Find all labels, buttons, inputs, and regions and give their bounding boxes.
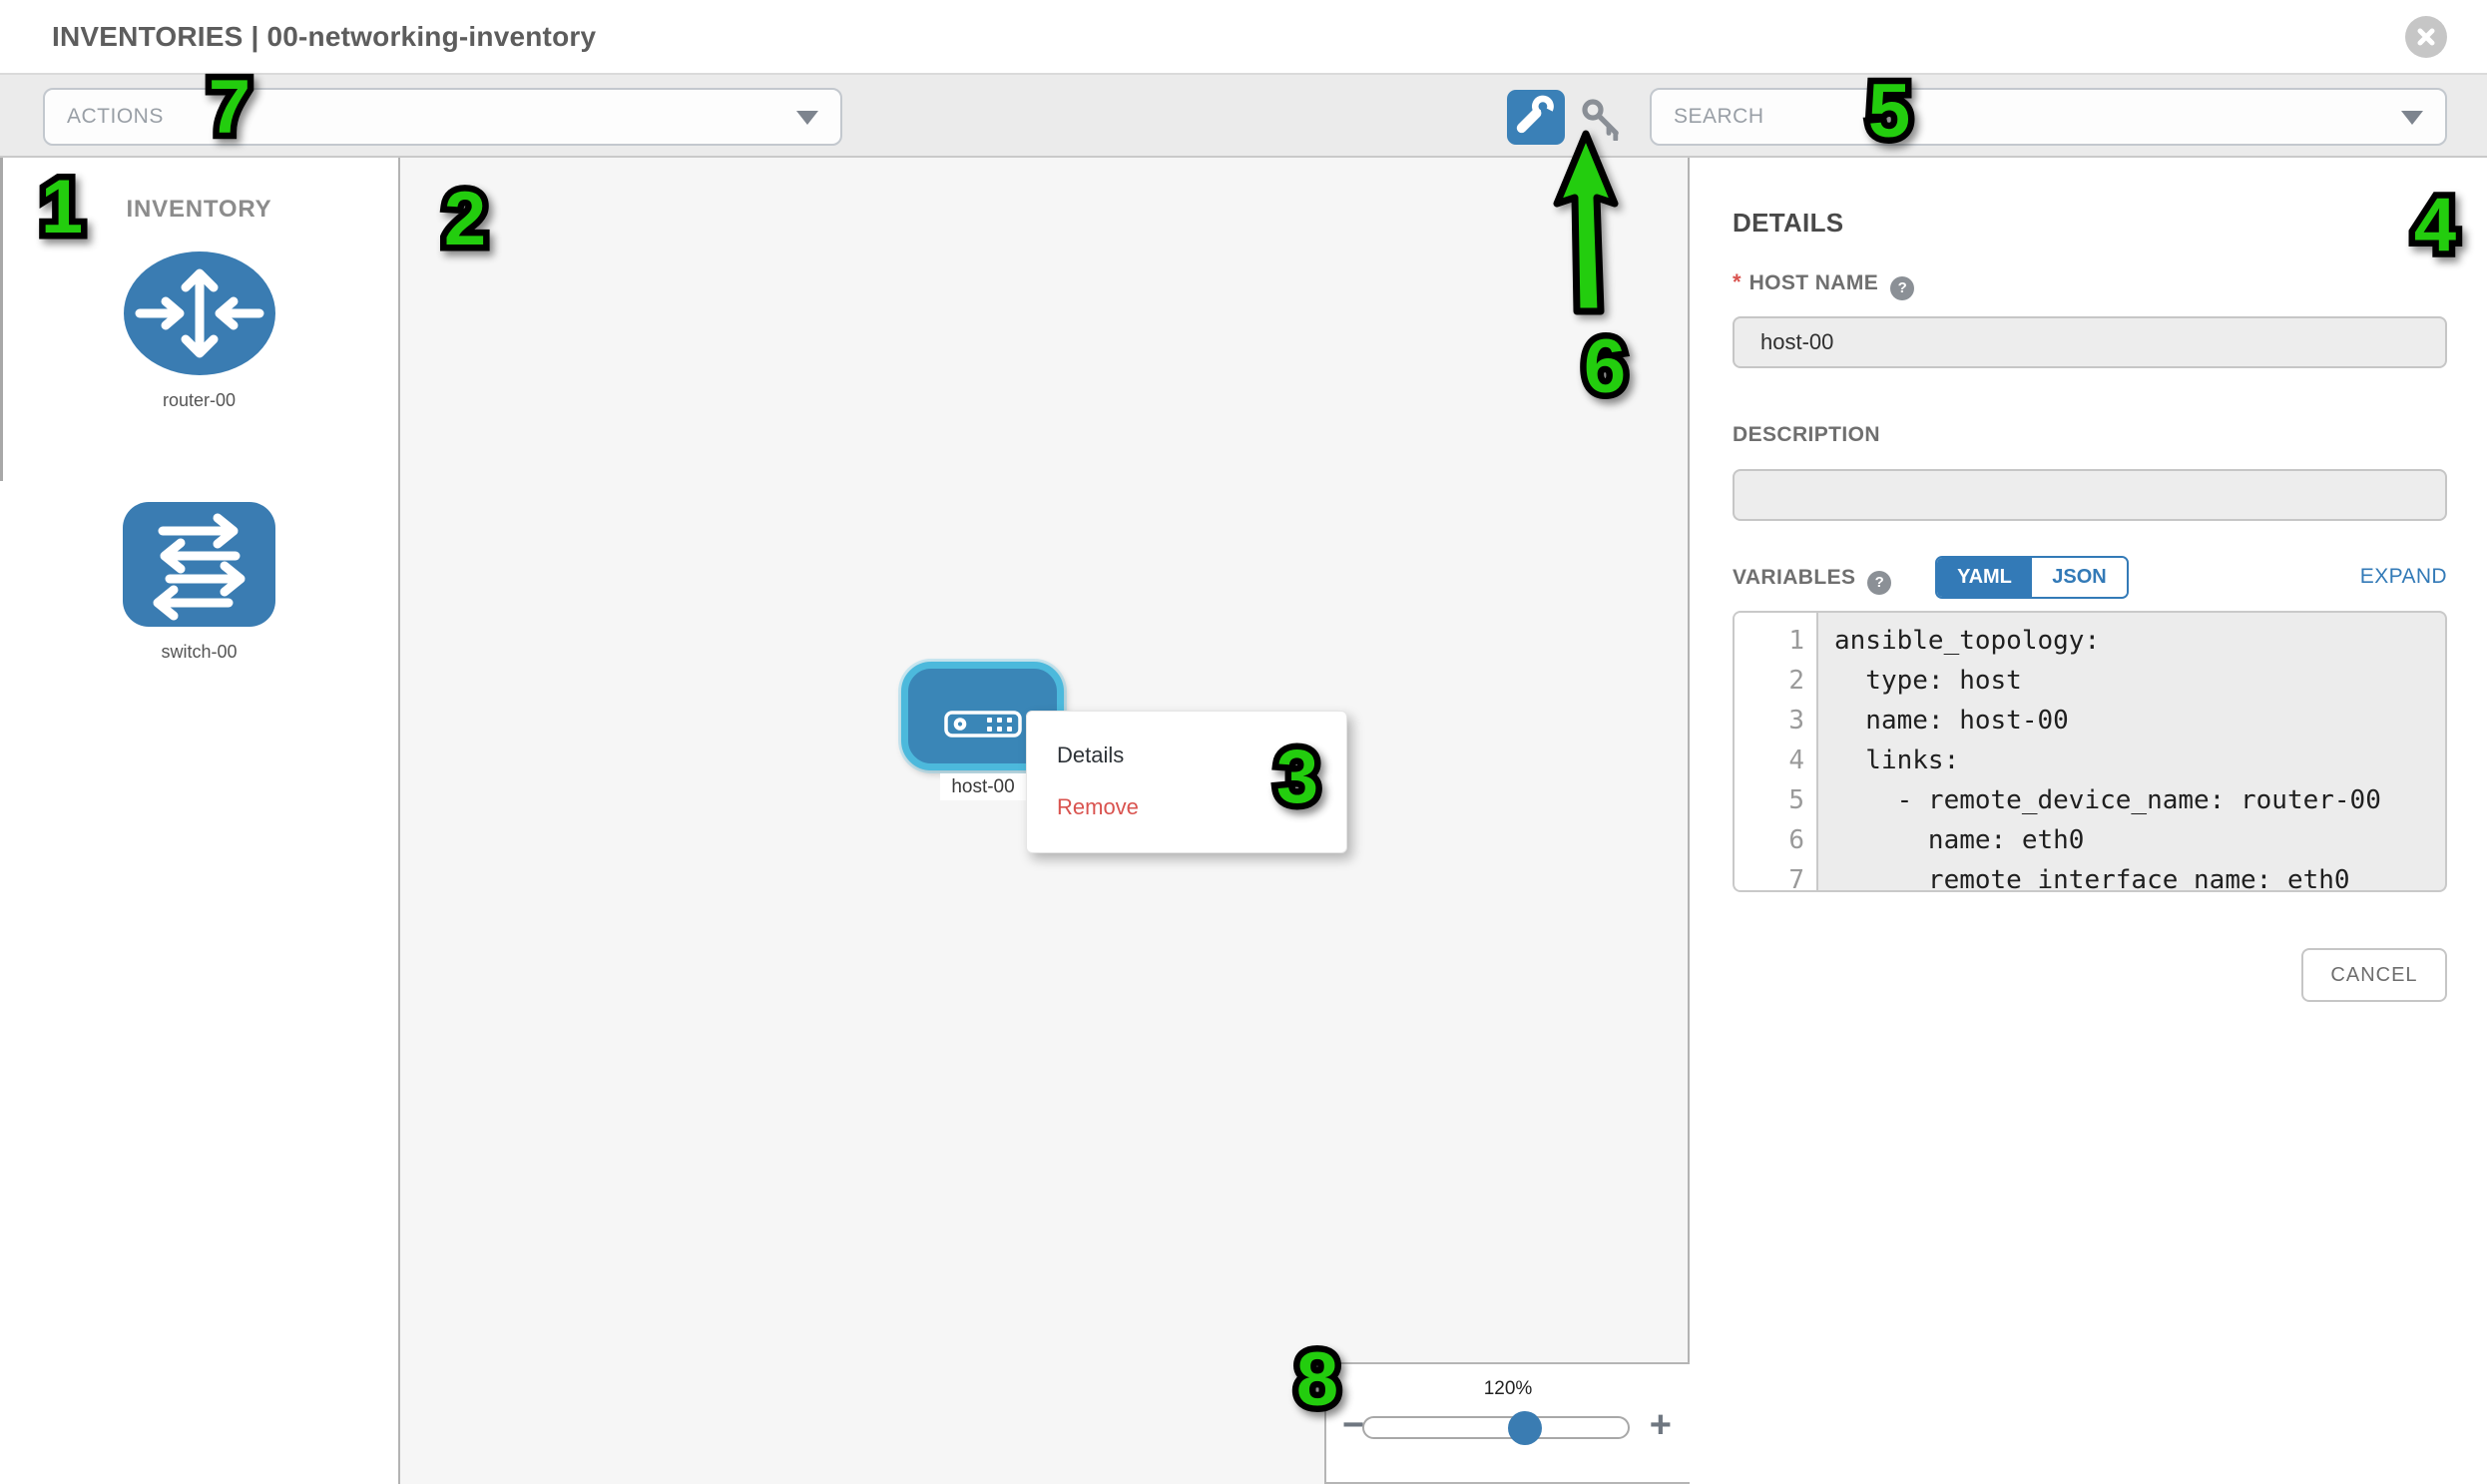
zoom-slider-handle[interactable] [1508,1411,1542,1445]
header: INVENTORIES | 00-networking-inventory [0,0,2487,73]
search-dropdown-placeholder: SEARCH [1674,105,1764,128]
key-icon [1582,99,1619,143]
page-title: INVENTORIES | 00-networking-inventory [52,20,597,52]
line-number: 4 [1788,745,1804,775]
actions-dropdown-placeholder: ACTIONS [67,105,164,128]
description-label: DESCRIPTION [1733,423,1880,446]
key-button[interactable] [1579,97,1627,143]
expand-link[interactable]: EXPAND [2359,565,2447,588]
server-icon [943,711,1022,738]
line-number: 6 [1788,825,1804,855]
variables-format-toggle: YAML JSON [1935,556,2129,599]
palette-item-label: router-00 [162,390,237,410]
line-number: 1 [1788,626,1804,656]
annotation-arrow-up [1553,130,1619,315]
chevron-down-icon [796,111,818,125]
variables-label: VARIABLES [1733,566,1856,589]
line-number: 5 [1788,785,1804,815]
palette-item-router[interactable]: router-00 [0,251,398,411]
help-icon[interactable]: ? [1890,276,1915,300]
tools-button[interactable] [1507,90,1565,145]
toolbar: ACTIONS SEARCH [0,73,2487,158]
code-line: name: eth0 [1834,825,2085,855]
code-line: - remote_device_name: router-00 [1834,785,2381,815]
details-panel: DETAILS * HOST NAME? host-00 DESCRIPTION … [1690,158,2487,1484]
code-line: remote_interface_name: eth0 [1834,865,2350,892]
host-name-field-label-row: * HOST NAME? [1733,269,1915,300]
host-name-label: HOST NAME [1748,271,1879,294]
switch-icon [123,502,275,627]
topology-canvas[interactable]: host-00 Details Remove 120% − + [400,158,1690,1484]
code-editor-gutter: 1 2 3 4 5 6 7 [1735,613,1818,890]
description-input[interactable] [1733,469,2447,521]
zoom-in-button[interactable]: + [1649,1404,1672,1446]
node-context-menu: Details Remove [1026,711,1347,853]
cancel-button[interactable]: CANCEL [2301,948,2447,1002]
chevron-down-icon [2401,111,2423,125]
wrench-icon [1516,95,1554,134]
zoom-slider[interactable] [1362,1411,1630,1445]
zoom-control: 120% − + [1324,1362,1690,1484]
search-dropdown[interactable]: SEARCH [1650,88,2447,146]
host-node-label: host-00 [940,773,1026,800]
close-icon[interactable] [2405,16,2447,58]
code-editor-content[interactable]: ansible_topology: type: host name: host-… [1818,613,2445,892]
help-icon[interactable]: ? [1867,571,1892,595]
sidebar-title: INVENTORY [126,196,272,223]
line-number: 2 [1788,666,1804,696]
menu-item-details[interactable]: Details [1057,742,1125,767]
palette-item-switch[interactable]: switch-00 [0,502,398,663]
yaml-toggle-button[interactable]: YAML [1937,558,2032,597]
zoom-out-button[interactable]: − [1342,1404,1365,1446]
json-toggle-button[interactable]: JSON [2032,558,2127,597]
code-line: ansible_topology: [1834,626,2101,656]
details-panel-title: DETAILS [1733,208,1844,238]
palette-item-label: switch-00 [161,642,238,662]
required-marker: * [1733,269,1741,294]
variables-code-editor[interactable]: 1 2 3 4 5 6 7 ansible_topology: type: ho… [1733,611,2447,892]
inventory-sidebar: INVENTORY router-00 [0,158,400,1484]
code-line: name: host-00 [1834,706,2069,736]
variables-label-row: VARIABLES? [1733,566,1892,595]
host-name-input[interactable]: host-00 [1733,316,2447,368]
actions-dropdown[interactable]: ACTIONS [43,88,842,146]
router-icon [123,251,275,375]
code-line: type: host [1834,666,2022,696]
line-number: 3 [1788,706,1804,736]
code-line: links: [1834,745,1960,775]
line-number: 7 [1788,865,1804,892]
zoom-level-value: 120% [1483,1378,1533,1399]
menu-item-remove[interactable]: Remove [1057,794,1139,819]
sidebar-left-edge [0,158,3,481]
